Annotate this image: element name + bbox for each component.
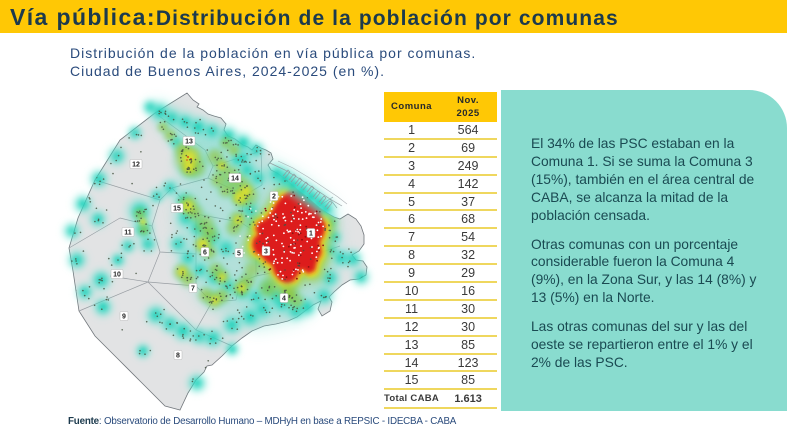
svg-text:6: 6 [203, 250, 207, 257]
svg-text:1: 1 [309, 231, 313, 238]
svg-text:3: 3 [264, 249, 268, 256]
svg-text:8: 8 [176, 353, 180, 360]
svg-text:4: 4 [282, 296, 286, 303]
svg-text:7: 7 [191, 286, 195, 293]
svg-text:5: 5 [237, 251, 241, 258]
svg-text:13: 13 [185, 139, 193, 146]
svg-text:15: 15 [173, 206, 181, 213]
svg-text:11: 11 [124, 230, 132, 237]
svg-text:12: 12 [132, 162, 140, 169]
svg-text:9: 9 [122, 314, 126, 321]
svg-text:14: 14 [231, 176, 239, 183]
svg-text:2: 2 [272, 194, 276, 201]
svg-text:10: 10 [113, 272, 121, 279]
